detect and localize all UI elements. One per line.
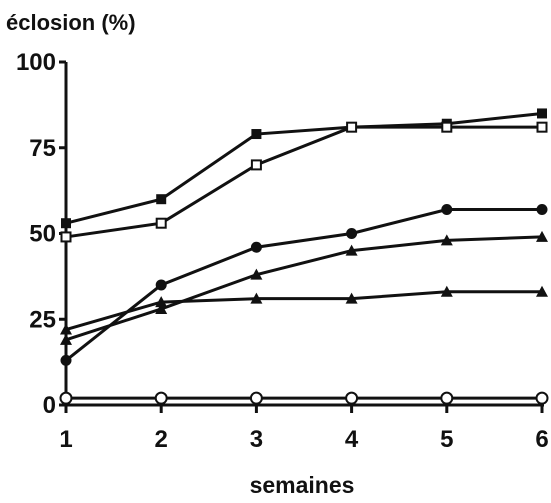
- x-axis-title: semaines: [250, 472, 355, 498]
- series-2: [60, 121, 548, 243]
- point-filled-triangle: [345, 244, 358, 256]
- series-line: [65, 111, 543, 225]
- x-tick-label: 3: [250, 426, 263, 453]
- series-5: [60, 285, 548, 335]
- series-4: [60, 230, 548, 345]
- series-line: [65, 235, 543, 342]
- point-open-square: [536, 121, 548, 133]
- point-filled-circle: [250, 241, 262, 253]
- point-filled-circle: [441, 203, 453, 215]
- point-filled-triangle: [440, 285, 453, 297]
- point-filled-triangle: [60, 333, 72, 345]
- series-layer: [59, 108, 549, 405]
- point-filled-triangle: [155, 302, 168, 314]
- point-open-square: [346, 121, 358, 133]
- y-tick-label: 50: [29, 221, 56, 248]
- point-filled-triangle: [60, 323, 72, 335]
- point-open-circle: [154, 391, 168, 405]
- point-filled-triangle: [440, 234, 453, 246]
- point-open-square: [155, 217, 167, 229]
- x-tick-label: 5: [440, 426, 453, 453]
- point-filled-square: [537, 108, 547, 119]
- point-open-square: [441, 121, 453, 133]
- point-open-circle: [59, 391, 73, 405]
- point-filled-circle: [60, 354, 72, 366]
- series-line: [65, 125, 542, 239]
- y-tick-label: 75: [29, 135, 56, 162]
- x-tick-label: 2: [155, 426, 168, 453]
- point-filled-triangle: [536, 230, 548, 242]
- series-line: [65, 207, 542, 362]
- point-filled-square: [251, 129, 262, 140]
- y-tick-label: 0: [43, 392, 56, 419]
- point-open-circle: [345, 391, 359, 405]
- point-open-circle: [535, 391, 549, 405]
- axes: 0 25 50 75 100 1 2 3 4 5 6: [16, 49, 549, 453]
- y-axis-title: éclosion (%): [6, 10, 136, 35]
- y-tick-label: 25: [29, 306, 56, 333]
- series-3: [60, 203, 548, 366]
- point-open-square: [250, 159, 262, 171]
- point-filled-triangle: [345, 292, 358, 304]
- point-filled-square: [156, 194, 167, 205]
- point-filled-triangle: [250, 268, 263, 280]
- point-open-circle: [440, 391, 454, 405]
- point-filled-circle: [536, 203, 548, 215]
- point-filled-circle: [346, 228, 358, 239]
- point-filled-triangle: [250, 292, 263, 304]
- point-filled-triangle: [155, 296, 168, 308]
- series-6: [59, 391, 549, 405]
- point-filled-square: [61, 218, 71, 229]
- y-tick-label: 100: [16, 49, 56, 76]
- point-filled-circle: [155, 279, 167, 291]
- x-tick-label: 4: [345, 426, 359, 453]
- x-tick-label: 1: [59, 426, 72, 453]
- series-line: [65, 290, 542, 331]
- point-open-circle: [249, 391, 263, 405]
- point-filled-triangle: [536, 285, 548, 297]
- x-tick-label: 6: [535, 426, 548, 453]
- point-open-square: [60, 231, 72, 243]
